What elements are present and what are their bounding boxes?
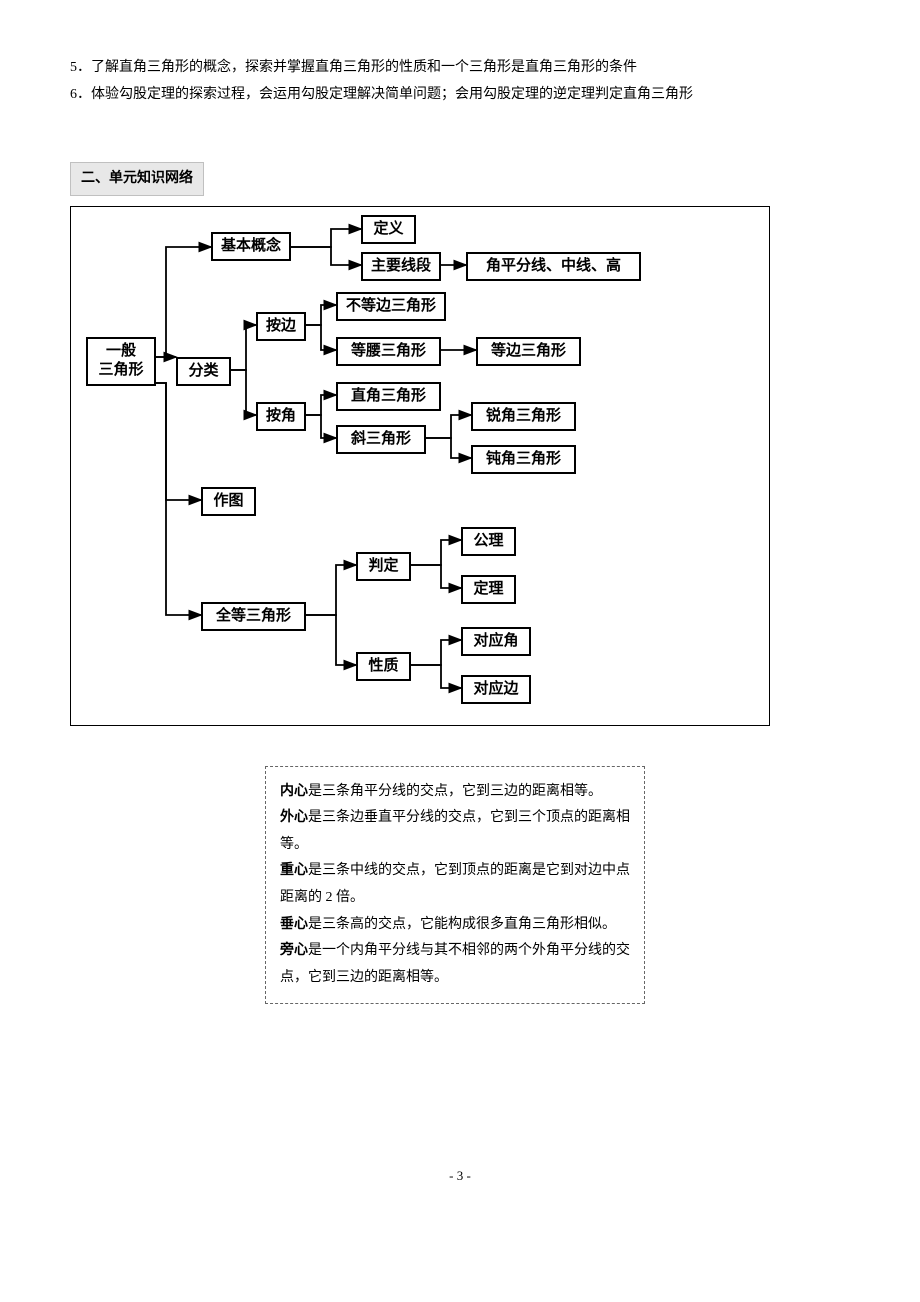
node-drawing: 作图 [201,487,256,517]
node-definition: 定义 [361,215,416,245]
node-main_segments: 主要线段 [361,252,441,282]
node-obtuse_tri: 钝角三角形 [471,445,576,475]
page-number: - 3 - [70,1164,850,1187]
node-oblique_tri: 斜三角形 [336,425,426,455]
section-title: 二、单元知识网络 [70,162,204,195]
node-right_tri: 直角三角形 [336,382,441,412]
triangle-centers-box: 内心是三条角平分线的交点，它到三边的距离相等。 外心是三条边垂直平分线的交点，它… [265,766,645,1005]
centroid-line: 重心是三条中线的交点，它到顶点的距离是它到对边中点距离的 2 倍。 [280,858,630,911]
circumcenter-line: 外心是三条边垂直平分线的交点，它到三个顶点的距离相等。 [280,805,630,858]
node-equilateral: 等边三角形 [476,337,581,367]
node-acute_tri: 锐角三角形 [471,402,576,432]
knowledge-diagram: 一般 三角形 基本概念 定义主要线段角平分线、中线、高分类按边不等边三角形等腰三角形… [70,206,770,726]
excenter-line: 旁心是一个内角平分线与其不相邻的两个外角平分线的交点，它到三边的距离相等。 [280,938,630,991]
circum-t: 是三条边垂直平分线的交点，它到三个顶点的距离相等。 [280,810,630,852]
node-by_angle: 按角 [256,402,306,432]
para-6-text: 体验勾股定理的探索过程，会运用勾股定理解决简单问题；会用勾股定理的逆定理判定直角… [91,87,693,102]
node-by_side: 按边 [256,312,306,342]
node-judge: 判定 [356,552,411,582]
paragraph-list: 5．了解直角三角形的概念，探索并掌握直角三角形的性质和一个三角形是直角三角形的条… [70,55,850,107]
ortho-t: 是三条高的交点，它能构成很多直角三角形相似。 [308,917,616,932]
orthocenter-line: 垂心是三条高的交点，它能构成很多直角三角形相似。 [280,912,630,939]
node-basic_concept: 基本概念 [211,232,291,262]
node-classify: 分类 [176,357,231,387]
node-corr_angle: 对应角 [461,627,531,657]
node-scalene: 不等边三角形 [336,292,446,322]
ortho-b: 垂心 [280,917,308,932]
node-congruent: 全等三角形 [201,602,306,632]
ex-t: 是一个内角平分线与其不相邻的两个外角平分线的交点，它到三边的距离相等。 [280,943,630,985]
para-5-num: 5． [70,60,91,75]
circum-b: 外心 [280,810,308,825]
incenter-b: 内心 [280,784,308,799]
node-theorem: 定理 [461,575,516,605]
node-axiom: 公理 [461,527,516,557]
para-6-num: 6． [70,87,91,102]
node-bisector_median_alt: 角平分线、中线、高 [466,252,641,282]
centroid-t: 是三条中线的交点，它到顶点的距离是它到对边中点距离的 2 倍。 [280,863,630,905]
para-5: 5．了解直角三角形的概念，探索并掌握直角三角形的性质和一个三角形是直角三角形的条… [70,55,850,80]
node-corr_side: 对应边 [461,675,531,705]
incenter-line: 内心是三条角平分线的交点，它到三边的距离相等。 [280,779,630,806]
diagram-edges [71,207,771,727]
para-6: 6．体验勾股定理的探索过程，会运用勾股定理解决简单问题；会用勾股定理的逆定理判定… [70,82,850,107]
incenter-t: 是三条角平分线的交点，它到三边的距离相等。 [308,784,602,799]
node-root: 一般 三角形 [86,337,156,386]
node-isosceles: 等腰三角形 [336,337,441,367]
ex-b: 旁心 [280,943,308,958]
para-5-text: 了解直角三角形的概念，探索并掌握直角三角形的性质和一个三角形是直角三角形的条件 [91,60,637,75]
centroid-b: 重心 [280,863,308,878]
node-property: 性质 [356,652,411,682]
